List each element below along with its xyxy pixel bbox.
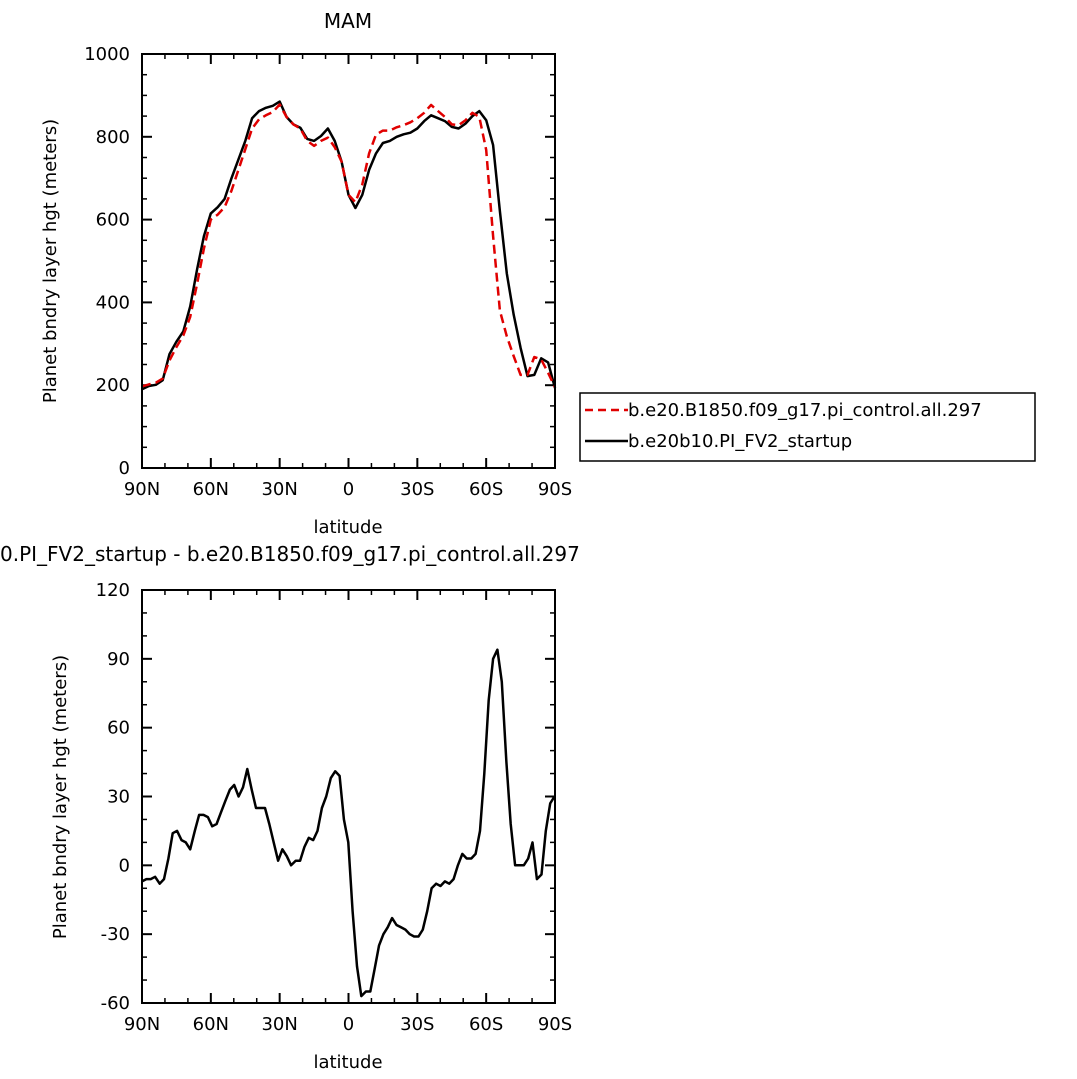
- top-x-tick-label: 60S: [469, 479, 503, 500]
- legend-label-control: b.e20.B1850.f09_g17.pi_control.all.297: [628, 400, 982, 421]
- bottom-y-tick-label: 90: [107, 649, 130, 670]
- top-y-tick-label: 400: [96, 292, 130, 313]
- bottom-y-tick-label: 60: [107, 718, 130, 739]
- top-x-tick-label: 30S: [400, 479, 434, 500]
- bottom-y-tick-label: -60: [101, 993, 130, 1014]
- top-y-tick-label: 800: [96, 127, 130, 148]
- legend: b.e20.B1850.f09_g17.pi_control.all.297 b…: [579, 392, 1036, 462]
- legend-box: [579, 392, 1036, 462]
- bottom-x-axis-label: latitude: [313, 1052, 382, 1073]
- bottom-y-tick-label: -30: [101, 924, 130, 945]
- bottom-chart-series: [141, 648, 556, 998]
- bottom-y-tick-label: 30: [107, 787, 130, 808]
- top-y-tick-label: 1000: [84, 44, 130, 65]
- bottom-plot-frame: [141, 589, 556, 1004]
- bottom-series-line-0: [141, 648, 556, 998]
- top-chart-title: MAM: [324, 9, 372, 33]
- top-y-tick-label: 0: [119, 458, 130, 479]
- top-y-tick-label: 200: [96, 375, 130, 396]
- bottom-y-axis-label: Planet bndry layer hgt (meters): [50, 655, 71, 939]
- top-chart: MAM 90N 60N 30N 0 30S 60S 90S 0 200 400 600 800 1000…: [40, 9, 572, 538]
- bottom-y-tick-label: 120: [96, 580, 130, 601]
- top-x-tick-label: 90N: [124, 479, 160, 500]
- top-y-tick-label: 600: [96, 210, 130, 231]
- top-series-line-1: [141, 100, 557, 391]
- top-x-tick-label: 0: [343, 479, 354, 500]
- bottom-x-tick-label: 60S: [469, 1014, 503, 1035]
- top-y-axis-label: Planet bndry layer hgt (meters): [40, 119, 61, 403]
- top-chart-ticks: 90N 60N 30N 0 30S 60S 90S 0 200 400 600 800 1000: [84, 44, 572, 500]
- top-series-line-0: [141, 103, 557, 388]
- bottom-x-tick-label: 30N: [261, 1014, 297, 1035]
- top-chart-series: [141, 100, 557, 391]
- top-x-tick-label: 90S: [538, 479, 572, 500]
- bottom-chart-title: 0.PI_FV2_startup - b.e20.B1850.f09_g17.p…: [0, 542, 580, 566]
- top-x-tick-label: 30N: [261, 479, 297, 500]
- bottom-x-tick-label: 90S: [538, 1014, 572, 1035]
- bottom-y-tick-label: 0: [119, 855, 130, 876]
- bottom-x-tick-label: 0: [343, 1014, 354, 1035]
- top-x-tick-label: 60N: [193, 479, 229, 500]
- bottom-x-tick-label: 60N: [193, 1014, 229, 1035]
- top-plot-frame: [141, 53, 556, 469]
- bottom-chart-ticks: 90N 60N 30N 0 30S 60S 90S -60 -30 0 30 60 90 120: [96, 580, 573, 1035]
- bottom-chart: 0.PI_FV2_startup - b.e20.B1850.f09_g17.p…: [0, 542, 580, 1073]
- top-x-axis-label: latitude: [313, 517, 382, 538]
- legend-label-startup: b.e20b10.PI_FV2_startup: [628, 431, 852, 452]
- bottom-x-tick-label: 30S: [400, 1014, 434, 1035]
- bottom-x-tick-label: 90N: [124, 1014, 160, 1035]
